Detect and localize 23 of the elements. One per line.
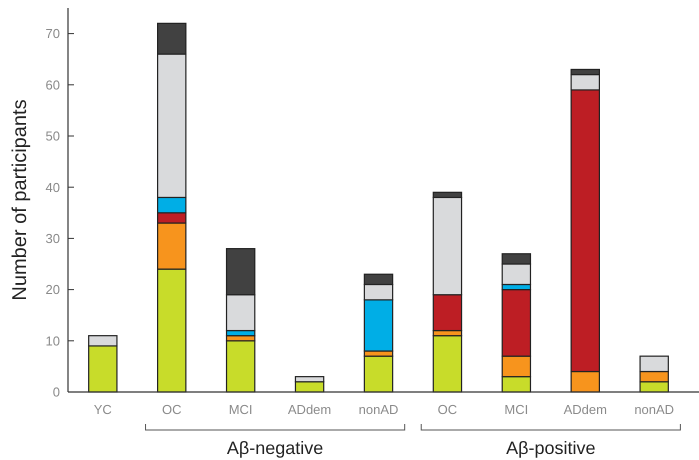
x-tick-label: nonAD bbox=[358, 402, 398, 417]
y-tick-label: 60 bbox=[46, 77, 60, 92]
y-tick-label: 30 bbox=[46, 230, 60, 246]
y-tick-label: 20 bbox=[46, 282, 60, 298]
y-tick-label: 10 bbox=[46, 333, 60, 348]
y-tick-label: 0 bbox=[52, 384, 60, 400]
bar bbox=[432, 335, 462, 393]
x-tick-label: ADdem bbox=[288, 402, 332, 417]
x-tick-label: OC bbox=[438, 402, 458, 417]
x-tick-label: YC bbox=[94, 402, 112, 417]
bar bbox=[226, 340, 256, 393]
x-tick-label: MCI bbox=[228, 402, 253, 417]
text: Aβ-positive bbox=[506, 438, 596, 458]
y-tick-label: 70 bbox=[46, 26, 60, 42]
x-tick-label: MCI bbox=[504, 402, 528, 417]
x-tick-label: nonAD bbox=[634, 402, 674, 417]
y-axis-title: Number of participants bbox=[9, 99, 31, 301]
y-tick-label: 50 bbox=[46, 128, 60, 144]
bar bbox=[364, 356, 394, 393]
x-tick-label: OC bbox=[162, 402, 182, 417]
text: Aβ-negative bbox=[226, 438, 324, 458]
y-tick-label: 40 bbox=[46, 180, 60, 195]
x-tick-label: ADdem bbox=[564, 402, 607, 417]
